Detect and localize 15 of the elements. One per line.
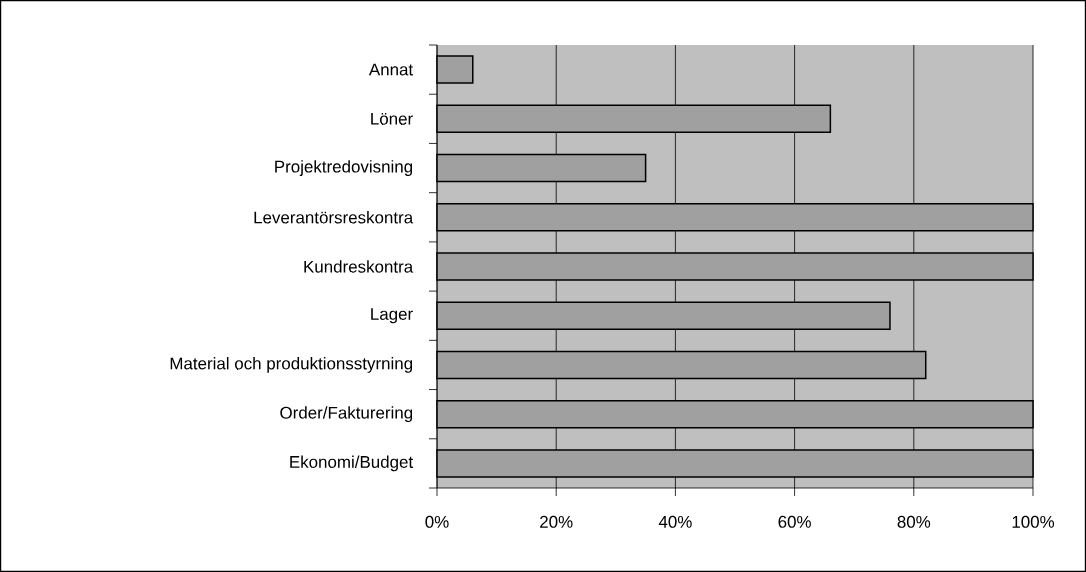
x-tick-label: 40% [658,515,692,528]
x-tick-label: 80% [897,515,931,528]
x-tick-label: 0% [425,515,449,528]
x-tick-label: 20% [540,515,573,528]
y-tick-label: Leverantörsreskontra [254,211,414,224]
y-tick-label: Löner [371,112,413,125]
x-tick-label: 60% [778,515,811,528]
y-tick-label: Ekonomi/Budget [290,455,414,472]
y-tick-label: Order/Fakturering [280,406,413,423]
y-tick-label: Kundreskontra [304,260,414,273]
y-tick-label: Projektredovisning [275,160,413,176]
y-tick-label: Material och produktionsstyrning [170,357,413,373]
y-tick-label: Annat [368,63,414,76]
x-tick-label: 100% [1012,515,1055,528]
y-tick-label: Lager [371,308,413,324]
